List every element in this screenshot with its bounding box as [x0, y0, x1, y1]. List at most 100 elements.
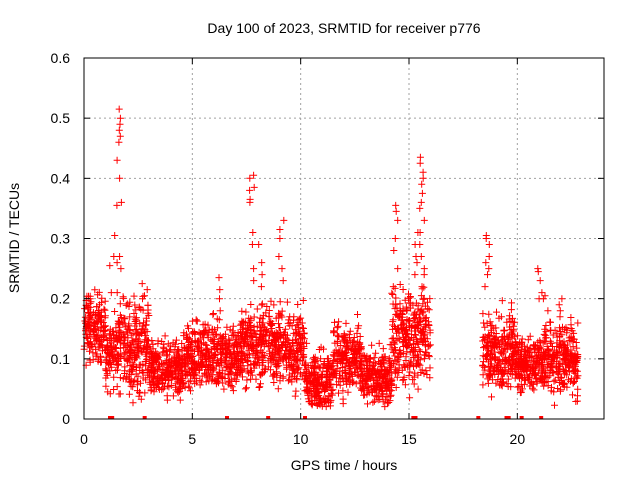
data-point	[125, 390, 133, 398]
data-point	[479, 310, 487, 318]
data-point	[418, 306, 426, 314]
data-point	[139, 369, 147, 377]
data-point	[246, 327, 254, 335]
data-point	[483, 339, 491, 346]
data-point	[416, 348, 424, 355]
data-point	[116, 300, 124, 308]
data-point	[216, 307, 224, 315]
data-point	[414, 360, 422, 368]
data-point	[294, 344, 302, 352]
data-point	[340, 355, 348, 363]
data-point	[213, 341, 221, 349]
data-point	[257, 380, 264, 388]
data-point	[203, 374, 211, 382]
bottom-marker	[411, 416, 416, 419]
data-point	[292, 329, 300, 337]
data-point	[383, 387, 391, 395]
data-point	[333, 356, 341, 364]
data-point	[310, 362, 318, 370]
data-point	[278, 307, 286, 315]
data-point	[420, 283, 428, 291]
data-point	[198, 349, 206, 357]
data-point	[556, 313, 564, 321]
data-point	[215, 274, 223, 282]
data-point	[346, 327, 354, 335]
data-point	[135, 304, 143, 312]
data-point	[308, 397, 316, 405]
data-point	[208, 364, 216, 372]
data-point	[247, 317, 255, 325]
data-point	[371, 392, 379, 400]
bottom-marker	[519, 416, 524, 419]
data-point	[546, 351, 554, 359]
data-point	[313, 402, 321, 409]
data-point	[242, 308, 250, 316]
data-point	[281, 350, 288, 358]
data-point	[486, 335, 494, 343]
data-point	[334, 333, 342, 341]
data-point	[191, 380, 199, 388]
data-point	[547, 327, 555, 334]
data-point	[405, 317, 413, 325]
data-point	[102, 346, 110, 354]
data-point	[276, 235, 284, 242]
data-point	[172, 336, 180, 344]
data-point	[232, 371, 240, 379]
data-point	[546, 318, 554, 326]
data-point	[202, 369, 210, 377]
data-point	[556, 333, 564, 341]
data-point	[563, 329, 571, 337]
data-point	[291, 392, 299, 400]
data-point	[130, 292, 138, 300]
data-point	[413, 259, 421, 267]
data-point	[394, 216, 402, 224]
data-point	[249, 333, 257, 341]
data-point	[483, 342, 491, 349]
data-point	[423, 349, 431, 357]
data-point	[180, 352, 188, 360]
data-point	[283, 365, 290, 373]
data-point	[509, 331, 517, 339]
data-point	[344, 388, 352, 396]
data-point	[129, 383, 137, 391]
data-point	[526, 344, 534, 352]
data-point	[367, 369, 375, 377]
data-point	[238, 307, 246, 315]
data-point	[561, 380, 569, 388]
data-point	[396, 300, 404, 308]
data-point	[113, 361, 121, 368]
data-point	[417, 369, 425, 376]
data-point	[280, 354, 288, 362]
data-point	[280, 216, 288, 224]
data-point	[481, 283, 489, 291]
data-point	[547, 359, 555, 367]
data-point	[110, 386, 118, 393]
data-point	[559, 381, 567, 389]
data-point	[389, 318, 397, 326]
data-point	[392, 300, 400, 308]
data-point	[140, 345, 147, 353]
data-point	[127, 348, 135, 356]
data-point	[393, 373, 401, 381]
data-point	[284, 377, 292, 385]
data-point	[249, 229, 257, 236]
data-point	[425, 353, 433, 361]
data-point	[299, 351, 307, 359]
bottom-marker	[108, 416, 112, 419]
data-point	[400, 362, 408, 370]
data-point	[521, 373, 529, 381]
data-point	[559, 355, 567, 363]
data-point	[286, 313, 294, 321]
data-point	[84, 339, 92, 347]
data-point	[295, 315, 303, 323]
data-point	[419, 325, 427, 333]
data-point	[159, 359, 167, 367]
data-point	[549, 331, 557, 339]
data-point	[159, 369, 167, 377]
data-point	[115, 126, 123, 134]
data-point	[339, 395, 347, 403]
data-point	[175, 385, 183, 393]
data-point	[130, 363, 138, 370]
data-point	[503, 318, 511, 326]
bottom-marker	[110, 416, 115, 419]
